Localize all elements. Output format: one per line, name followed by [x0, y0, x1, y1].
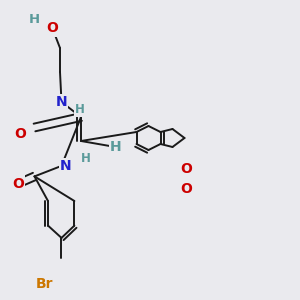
Text: O: O [12, 177, 24, 190]
Text: H: H [81, 152, 90, 165]
Text: N: N [56, 95, 67, 109]
Text: O: O [14, 128, 26, 141]
Text: N: N [60, 159, 72, 173]
Text: O: O [180, 182, 192, 196]
Text: H: H [110, 140, 121, 154]
Text: Br: Br [36, 277, 53, 290]
Text: H: H [75, 103, 84, 116]
Text: H: H [29, 13, 40, 26]
Text: O: O [180, 162, 192, 176]
Text: O: O [46, 22, 58, 35]
